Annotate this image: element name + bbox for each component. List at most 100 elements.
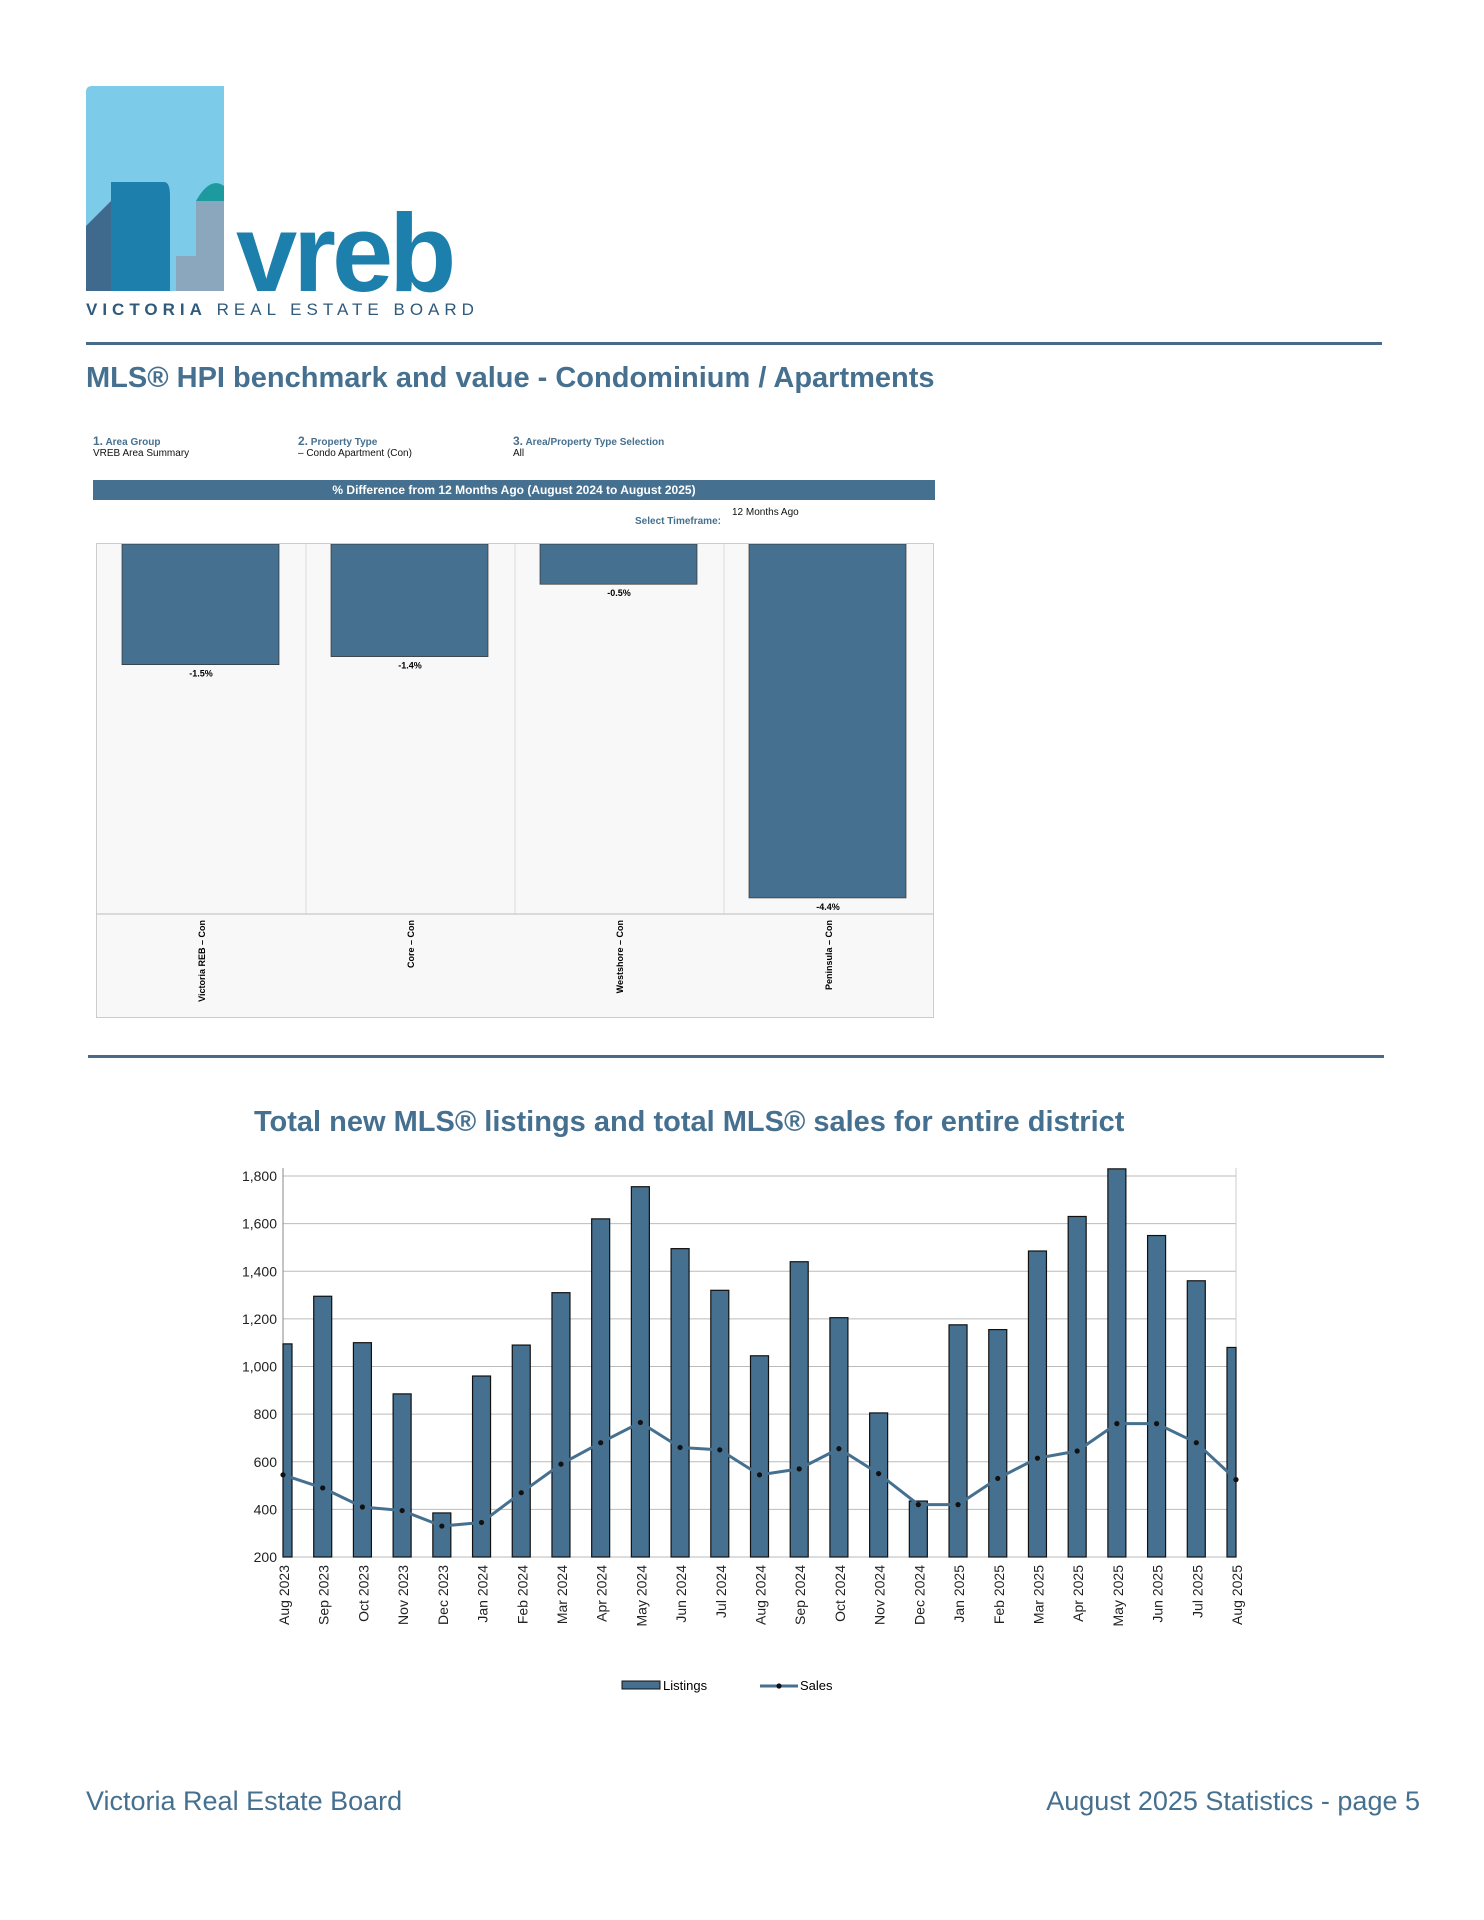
svg-text:vreb: vreb [236, 192, 452, 296]
y-tick-label: 1,600 [242, 1216, 277, 1232]
listings-bar [1146, 1234, 1167, 1558]
legend-listings-label: Listings [663, 1678, 708, 1693]
x-tick-label: Oct 2024 [832, 1565, 848, 1622]
sales-point [677, 1444, 683, 1451]
y-tick-label: 1,200 [242, 1311, 277, 1327]
listings-sales-chart: 200 400 600 800 1,000 1,200 1,400 1,600 1,800 Aug… [242, 1168, 1245, 1693]
sales-point [1034, 1455, 1041, 1461]
sales-point [518, 1490, 524, 1496]
section-title: MLS® HPI benchmark and value - Condomini… [86, 362, 935, 394]
bar-label: -1.4% [398, 661, 422, 671]
x-tick-label: May 2024 [633, 1565, 649, 1627]
bar-label: -1.5% [189, 669, 213, 679]
x-tick-label: Apr 2025 [1070, 1565, 1086, 1622]
listings-bar [710, 1289, 730, 1558]
listings-bar [1186, 1280, 1206, 1558]
bar-label: -0.5% [607, 588, 631, 598]
timeframe-label: Select Timeframe: [635, 516, 721, 527]
logo-mark-icon: vreb [86, 86, 456, 315]
x-tick-label: Nov 2024 [872, 1565, 888, 1625]
listings-bar [1067, 1215, 1087, 1558]
y-tick-label: 1,800 [242, 1168, 277, 1184]
legend-sales-label: Sales [800, 1678, 833, 1693]
bar [121, 543, 280, 666]
category-label: Victoria REB – Con [197, 920, 207, 1002]
category-label: Westshore – Con [615, 920, 625, 993]
listings-bar [471, 1375, 492, 1558]
sales-point [399, 1507, 405, 1514]
sales-point [995, 1475, 1001, 1482]
listings-bar [551, 1292, 571, 1558]
sales-point [876, 1471, 882, 1477]
filter-property-type: 2. Property Type – Condo Apartment (Con) [298, 434, 412, 459]
x-tick-label: Jun 2025 [1150, 1565, 1166, 1623]
listings-bar [829, 1317, 849, 1558]
listings-bar [282, 1343, 293, 1558]
listings-bar [392, 1393, 412, 1558]
sales-point [280, 1472, 286, 1478]
sales-point [756, 1472, 763, 1478]
sales-point [717, 1447, 723, 1453]
x-tick-label: Feb 2025 [991, 1565, 1007, 1624]
filter-area-group: 1. Area Group VREB Area Summary [93, 434, 190, 459]
x-tick-label: Jun 2024 [673, 1565, 689, 1623]
listings-bar [749, 1355, 770, 1558]
sales-point [796, 1466, 802, 1472]
x-tick-label: Mar 2024 [554, 1565, 570, 1624]
x-tick-label: Jul 2025 [1189, 1565, 1205, 1618]
listings-bar [869, 1412, 889, 1558]
x-tick-label: Oct 2023 [355, 1565, 371, 1622]
listings-bar [352, 1342, 373, 1558]
logo-tagline-bold: VICTORIA [86, 300, 207, 319]
x-tick-label: Apr 2024 [594, 1565, 610, 1622]
hpi-chart: -1.5% Victoria REB – Con -1.4% Core – Con -0… [96, 543, 934, 1018]
sales-point [836, 1446, 842, 1452]
footer-left: Victoria Real Estate Board [86, 1786, 403, 1816]
x-tick-label: Nov 2023 [395, 1565, 411, 1625]
x-tick-label: Jan 2025 [951, 1565, 967, 1623]
listings-bar [1226, 1346, 1237, 1558]
x-tick-label: Aug 2023 [276, 1565, 292, 1625]
legend-listings-swatch [621, 1680, 661, 1690]
divider [86, 342, 1382, 345]
category-label: Peninsula – Con [824, 920, 834, 990]
sales-point [478, 1519, 485, 1526]
sales-point [637, 1419, 643, 1426]
y-tick-label: 1,000 [242, 1359, 277, 1375]
y-tick-label: 600 [254, 1454, 278, 1470]
x-tick-label: Aug 2025 [1229, 1565, 1245, 1625]
x-tick-label: Jan 2024 [475, 1565, 491, 1623]
x-tick-label: Sep 2024 [792, 1565, 808, 1625]
listings-bar [908, 1500, 928, 1558]
listings-bar [630, 1186, 650, 1558]
sales-point [598, 1440, 604, 1446]
sales-point [359, 1504, 366, 1510]
sales-point [1193, 1440, 1199, 1446]
x-tick-label: Sep 2023 [316, 1565, 332, 1625]
sales-point [1153, 1421, 1160, 1427]
y-tick-label: 1,400 [242, 1263, 277, 1279]
divider [88, 1055, 1384, 1058]
timeframe-select[interactable]: 12 Months Ago [732, 507, 799, 518]
sales-point [1114, 1421, 1120, 1427]
sales-point [558, 1461, 564, 1467]
y-tick-label: 200 [254, 1549, 278, 1565]
sales-point [320, 1485, 326, 1491]
listings-bar [313, 1295, 333, 1558]
listings-bar [670, 1248, 690, 1558]
x-tick-label: Feb 2024 [514, 1565, 530, 1624]
filter-area-selection: 3. Area/Property Type Selection All [513, 434, 665, 459]
sales-point [1074, 1448, 1080, 1454]
legend-sales-marker [776, 1683, 782, 1689]
sales-point [955, 1502, 961, 1508]
bar [330, 543, 489, 657]
listings-bar [432, 1512, 452, 1558]
listings-bar [948, 1324, 968, 1558]
footer-right: August 2025 Statistics - page 5 [1046, 1786, 1420, 1816]
y-tick-label: 400 [254, 1501, 278, 1517]
x-tick-label: Jul 2024 [713, 1565, 729, 1618]
logo-tagline: REAL ESTATE BOARD [216, 300, 479, 319]
x-tick-label: Dec 2023 [435, 1565, 451, 1625]
listings-bar [988, 1328, 1008, 1558]
